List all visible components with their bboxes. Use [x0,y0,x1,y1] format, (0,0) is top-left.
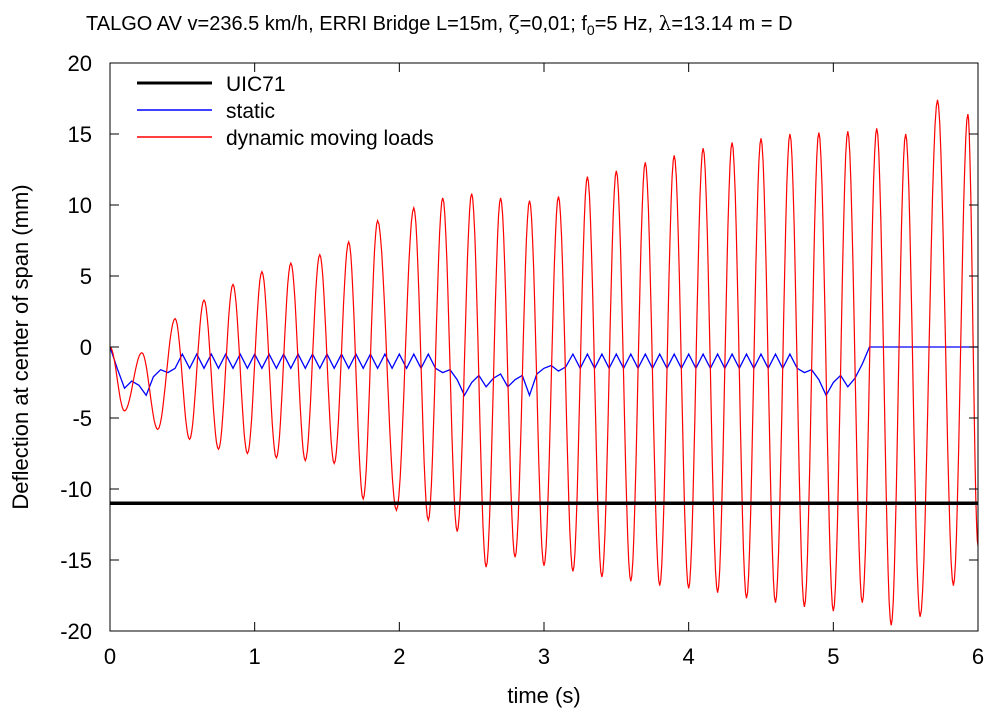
y-tick-label: -5 [72,406,92,431]
y-tick-label: 10 [68,193,92,218]
y-tick-label: -15 [60,548,92,573]
x-tick-label: 2 [393,644,405,669]
series-line-dynamic-moving-loads [109,99,979,626]
y-tick-label: 20 [68,51,92,76]
x-tick-label: 6 [972,644,984,669]
chart-title: TALGO AV v=236.5 km/h, ERRI Bridge L=15m… [86,11,793,38]
legend-label-uic71: UIC71 [226,73,286,96]
y-tick-label: -10 [60,477,92,502]
legend-label-dynamic: dynamic moving loads [226,127,434,150]
x-tick-label: 5 [827,644,839,669]
legend: UIC71 static dynamic moving loads [137,73,434,150]
y-tick-label: 5 [80,264,92,289]
y-tick-label: -20 [60,619,92,644]
legend-label-static: static [226,100,275,123]
x-tick-label: 3 [538,644,550,669]
x-axis-title: time (s) [507,683,580,708]
y-tick-label: 15 [68,122,92,147]
x-tick-label: 0 [104,644,116,669]
y-tick-label: 0 [80,335,92,360]
y-axis-title: Deflection at center of span (mm) [8,184,33,509]
x-tick-label: 1 [249,644,261,669]
x-tick-label: 4 [683,644,695,669]
